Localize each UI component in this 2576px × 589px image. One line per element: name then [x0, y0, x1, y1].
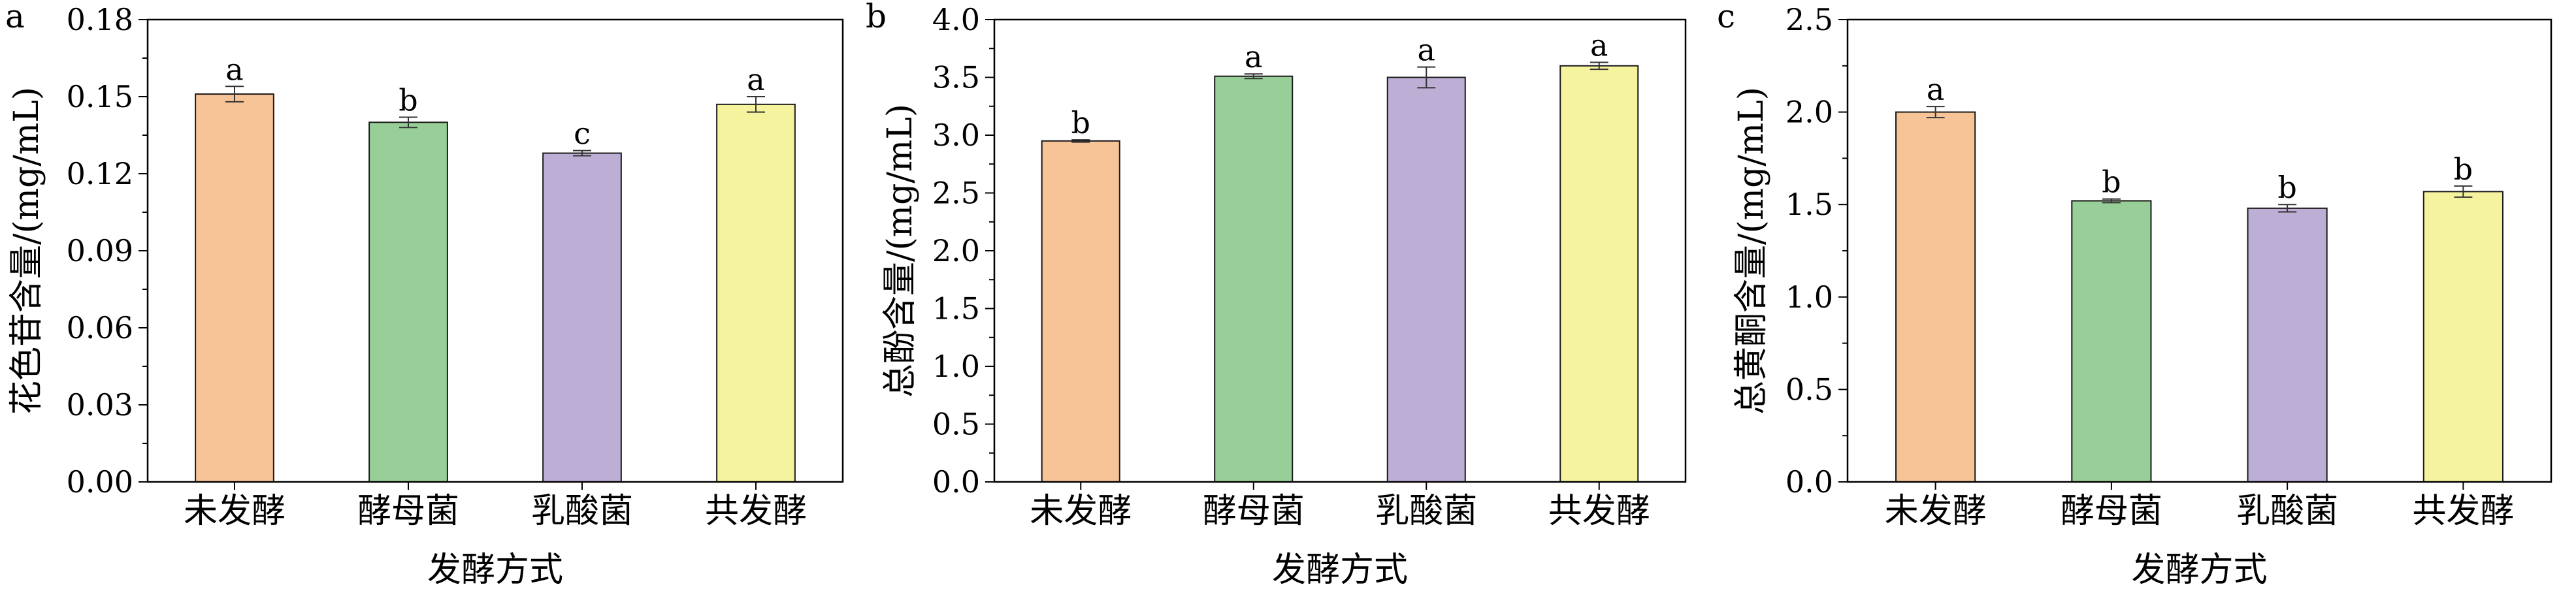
significance-label: a: [747, 62, 764, 97]
significance-label: b: [2454, 151, 2473, 187]
significance-label: b: [2277, 170, 2296, 205]
x-axis-label: 发酵方式: [2131, 550, 2267, 589]
significance-label: b: [1071, 105, 1090, 140]
bar: [542, 152, 622, 483]
chart-panel-a: a a 未发酵 b 酵母菌 c 乳酸菌 a 共发酵 0.00 0.03 0.06 0.09 0.12 0.1…: [5, 0, 844, 589]
bar: [2422, 191, 2503, 483]
y-tick-label: 2.5: [1785, 2, 1833, 37]
y-tick-label: 0.18: [67, 2, 133, 37]
x-tick-label: 酵母菌: [357, 492, 459, 531]
bar: [2071, 200, 2152, 483]
x-tick-label: 共发酵: [1548, 492, 1650, 531]
y-tick-label: 4.0: [932, 2, 980, 37]
bar: [1214, 75, 1294, 483]
significance-label: c: [574, 116, 591, 151]
significance-label: b: [2102, 165, 2121, 200]
significance-label: a: [1927, 72, 1944, 107]
significance-label: a: [225, 52, 243, 87]
panel-letter: b: [866, 0, 887, 35]
bar: [1895, 111, 1976, 483]
y-tick-label: 0.00: [67, 464, 133, 500]
significance-label: b: [399, 82, 417, 118]
y-tick-label: 2.0: [932, 233, 980, 268]
x-tick-label: 共发酵: [705, 492, 807, 531]
x-tick-label: 乳酸菌: [1375, 492, 1477, 531]
y-tick-label: 3.0: [932, 118, 980, 153]
x-tick-label: 未发酵: [1030, 492, 1132, 531]
y-tick-label: 0.15: [67, 79, 133, 114]
y-axis-label: 花色苷含量/(mg/mL): [7, 87, 46, 415]
x-tick-label: 酵母菌: [2061, 492, 2162, 531]
y-tick-label: 1.0: [932, 349, 980, 384]
y-tick-label: 0.12: [67, 156, 133, 191]
y-tick-label: 0.5: [1785, 372, 1833, 407]
x-tick-label: 未发酵: [1885, 492, 1987, 531]
y-tick-label: 0.09: [67, 233, 133, 268]
chart-panel-c: c a 未发酵 b 酵母菌 b 乳酸菌 b 共发酵 0.0 0.5 1.0 1.5 2.0 2.5 总黄酮含量…: [1717, 0, 2552, 589]
bar: [368, 121, 448, 483]
bar: [1559, 65, 1639, 483]
bar: [716, 103, 796, 483]
y-tick-label: 3.5: [932, 60, 980, 95]
chart-panel-b: b b 未发酵 a 酵母菌 a 乳酸菌 a 共发酵 0.0 0.5 1.0 1.5 2.0 2.5 3.0 3.…: [866, 0, 1687, 589]
x-tick-label: 未发酵: [184, 492, 285, 531]
x-tick-label: 乳酸菌: [531, 492, 633, 531]
bar: [195, 93, 274, 483]
y-axis-label: 总酚含量/(mg/mL): [881, 104, 920, 398]
bar: [2247, 207, 2328, 483]
y-tick-label: 0.0: [932, 464, 980, 500]
panel-letter: a: [5, 0, 25, 35]
y-tick-label: 0.5: [932, 407, 980, 442]
x-axis-label: 发酵方式: [427, 550, 563, 589]
y-tick-label: 2.0: [1785, 95, 1833, 130]
panel-letter: c: [1717, 0, 1735, 35]
bar: [1386, 76, 1466, 483]
bar: [1041, 140, 1120, 483]
y-tick-label: 1.5: [932, 291, 980, 326]
y-axis-label: 总黄酮含量/(mg/mL): [1732, 87, 1771, 415]
x-tick-label: 酵母菌: [1203, 492, 1305, 531]
x-tick-label: 共发酵: [2412, 492, 2514, 531]
significance-label: a: [1590, 27, 1608, 63]
x-axis-label: 发酵方式: [1272, 550, 1408, 589]
y-tick-label: 2.5: [932, 176, 980, 211]
x-tick-label: 乳酸菌: [2236, 492, 2338, 531]
y-tick-label: 1.5: [1785, 187, 1833, 222]
y-tick-label: 0.06: [67, 310, 133, 345]
y-tick-label: 1.0: [1785, 279, 1833, 315]
significance-label: a: [1245, 39, 1262, 74]
y-tick-label: 0.03: [67, 387, 133, 422]
y-tick-label: 0.0: [1785, 464, 1833, 500]
significance-label: a: [1418, 33, 1435, 68]
